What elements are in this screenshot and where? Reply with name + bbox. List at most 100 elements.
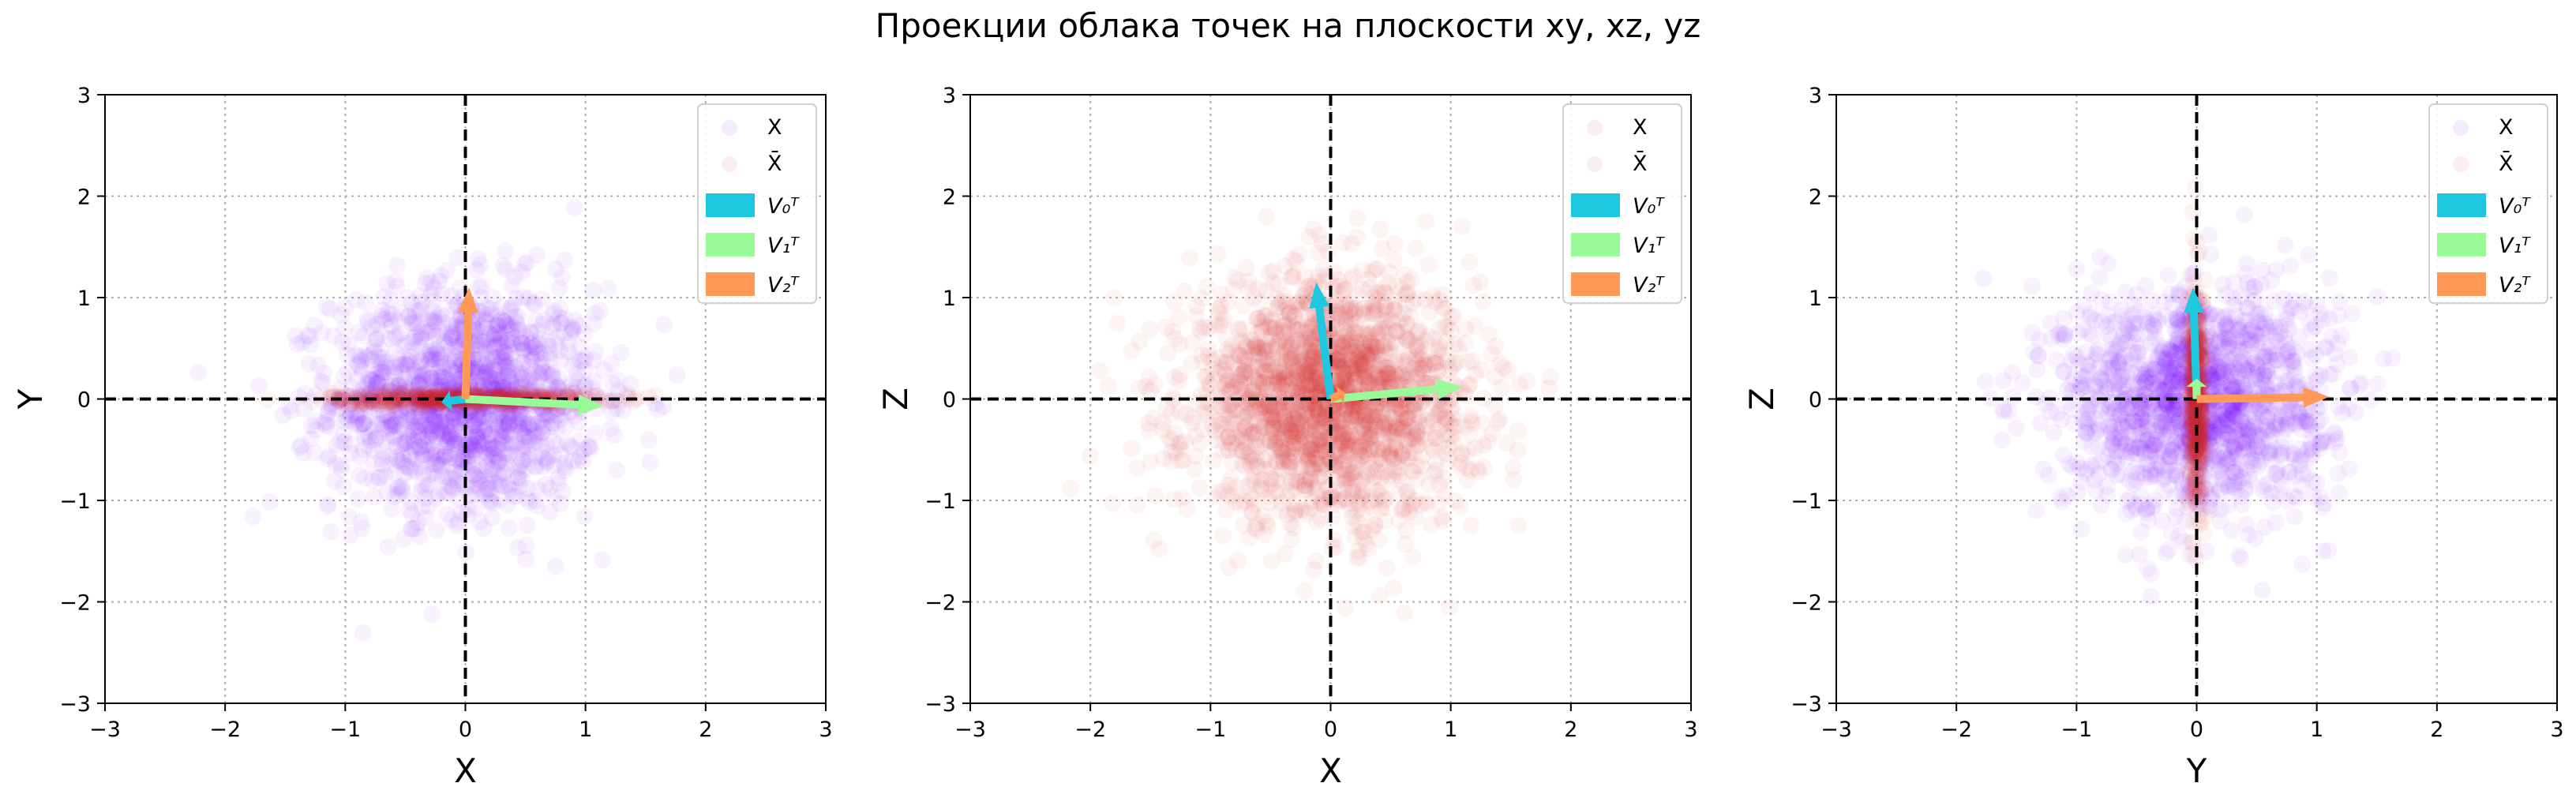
scatter-point bbox=[384, 416, 402, 434]
scatter-point bbox=[391, 377, 408, 395]
scatter-point bbox=[2300, 246, 2318, 264]
legend-swatch bbox=[706, 272, 755, 296]
scatter-point bbox=[354, 414, 372, 433]
scatter-point bbox=[464, 399, 482, 418]
scatter-point bbox=[377, 384, 395, 402]
scatter-point bbox=[1394, 423, 1412, 441]
scatter-point bbox=[426, 410, 444, 428]
scatter-point bbox=[1236, 363, 1254, 381]
scatter-point bbox=[471, 512, 489, 530]
scatter-point bbox=[1398, 436, 1416, 455]
scatter-point bbox=[519, 450, 538, 468]
scatter-point bbox=[1354, 356, 1372, 374]
scatter-point bbox=[1221, 383, 1239, 401]
scatter-point bbox=[1413, 448, 1431, 465]
scatter-point bbox=[373, 363, 391, 381]
scatter-point bbox=[1443, 358, 1460, 377]
scatter-point bbox=[412, 328, 430, 346]
scatter-point bbox=[421, 380, 439, 398]
scatter-point bbox=[1437, 333, 1455, 351]
scatter-point bbox=[1348, 408, 1367, 426]
scatter-point bbox=[420, 466, 438, 484]
scatter-point bbox=[1284, 380, 1301, 399]
scatter-point bbox=[365, 441, 383, 459]
scatter-point bbox=[1313, 433, 1331, 451]
x-tick-label: −2 bbox=[1074, 717, 1106, 742]
scatter-point bbox=[1381, 444, 1399, 463]
scatter-point bbox=[469, 431, 487, 449]
scatter-point bbox=[1363, 423, 1381, 441]
scatter-point bbox=[1271, 502, 1289, 519]
scatter-point bbox=[402, 520, 420, 538]
scatter-point bbox=[1376, 313, 1394, 331]
scatter-point bbox=[306, 421, 324, 439]
scatter-point bbox=[1320, 478, 1337, 496]
scatter-point bbox=[318, 413, 336, 431]
scatter-point bbox=[1310, 400, 1327, 418]
scatter-point bbox=[403, 505, 421, 523]
scatter-point bbox=[501, 299, 519, 317]
y-tick-label: −2 bbox=[59, 591, 91, 616]
scatter-point bbox=[536, 450, 554, 468]
scatter-point bbox=[1375, 417, 1393, 435]
scatter-point bbox=[1466, 317, 1484, 335]
scatter-point bbox=[504, 335, 522, 353]
scatter-point bbox=[1275, 429, 1293, 448]
scatter-point bbox=[474, 377, 492, 395]
scatter-point bbox=[431, 423, 449, 441]
scatter-point bbox=[527, 425, 545, 443]
scatter-point bbox=[390, 389, 407, 407]
scatter-point bbox=[1275, 371, 1293, 389]
scatter-point bbox=[1282, 453, 1300, 471]
scatter-point bbox=[520, 416, 538, 434]
scatter-point bbox=[1295, 359, 1314, 377]
scatter-series-x bbox=[189, 199, 686, 642]
scatter-point bbox=[491, 338, 509, 356]
scatter-point bbox=[1234, 431, 1252, 449]
scatter-point bbox=[401, 459, 419, 478]
scatter-point bbox=[1181, 249, 1198, 267]
scatter-point bbox=[484, 437, 502, 455]
scatter-point bbox=[497, 423, 516, 441]
scatter-point bbox=[391, 401, 409, 419]
scatter-point bbox=[1263, 552, 1281, 570]
scatter-point bbox=[381, 311, 399, 329]
scatter-point bbox=[479, 475, 497, 493]
scatter-point bbox=[1312, 496, 1329, 514]
scatter-point bbox=[1494, 358, 1513, 377]
scatter-point bbox=[424, 346, 442, 364]
scatter-point bbox=[417, 411, 435, 429]
scatter-point bbox=[1388, 485, 1406, 504]
scatter-point bbox=[402, 408, 420, 426]
scatter-point bbox=[1284, 410, 1301, 429]
legend-label: V₁ᵀ bbox=[1633, 234, 1665, 258]
scatter-point bbox=[1374, 320, 1392, 338]
scatter-point bbox=[492, 434, 510, 452]
scatter-point bbox=[1170, 372, 1188, 390]
scatter-layer bbox=[1061, 208, 1601, 622]
scatter-point bbox=[1274, 347, 1292, 365]
scatter-point bbox=[1386, 396, 1404, 414]
scatter-point bbox=[497, 352, 516, 370]
scatter-point bbox=[537, 436, 555, 454]
scatter-point bbox=[1204, 360, 1222, 378]
scatter-point bbox=[420, 397, 438, 415]
scatter-point bbox=[389, 388, 407, 406]
scatter-point bbox=[1435, 485, 1453, 503]
scatter-point bbox=[470, 420, 488, 438]
scatter-point bbox=[315, 364, 333, 382]
scatter-point bbox=[1269, 368, 1288, 386]
scatter-point bbox=[399, 358, 417, 375]
scatter-point bbox=[400, 354, 418, 372]
scatter-point bbox=[403, 389, 422, 407]
scatter-point bbox=[1288, 425, 1307, 443]
scatter-point bbox=[1359, 425, 1378, 443]
scatter-point bbox=[533, 442, 551, 460]
scatter-point bbox=[544, 305, 562, 323]
scatter-point bbox=[1378, 302, 1396, 320]
scatter-point bbox=[1243, 504, 1262, 522]
scatter-point bbox=[1380, 425, 1398, 443]
scatter-point bbox=[358, 374, 377, 392]
scatter-point bbox=[1250, 373, 1268, 391]
vector-arrow-v0 bbox=[441, 390, 467, 411]
